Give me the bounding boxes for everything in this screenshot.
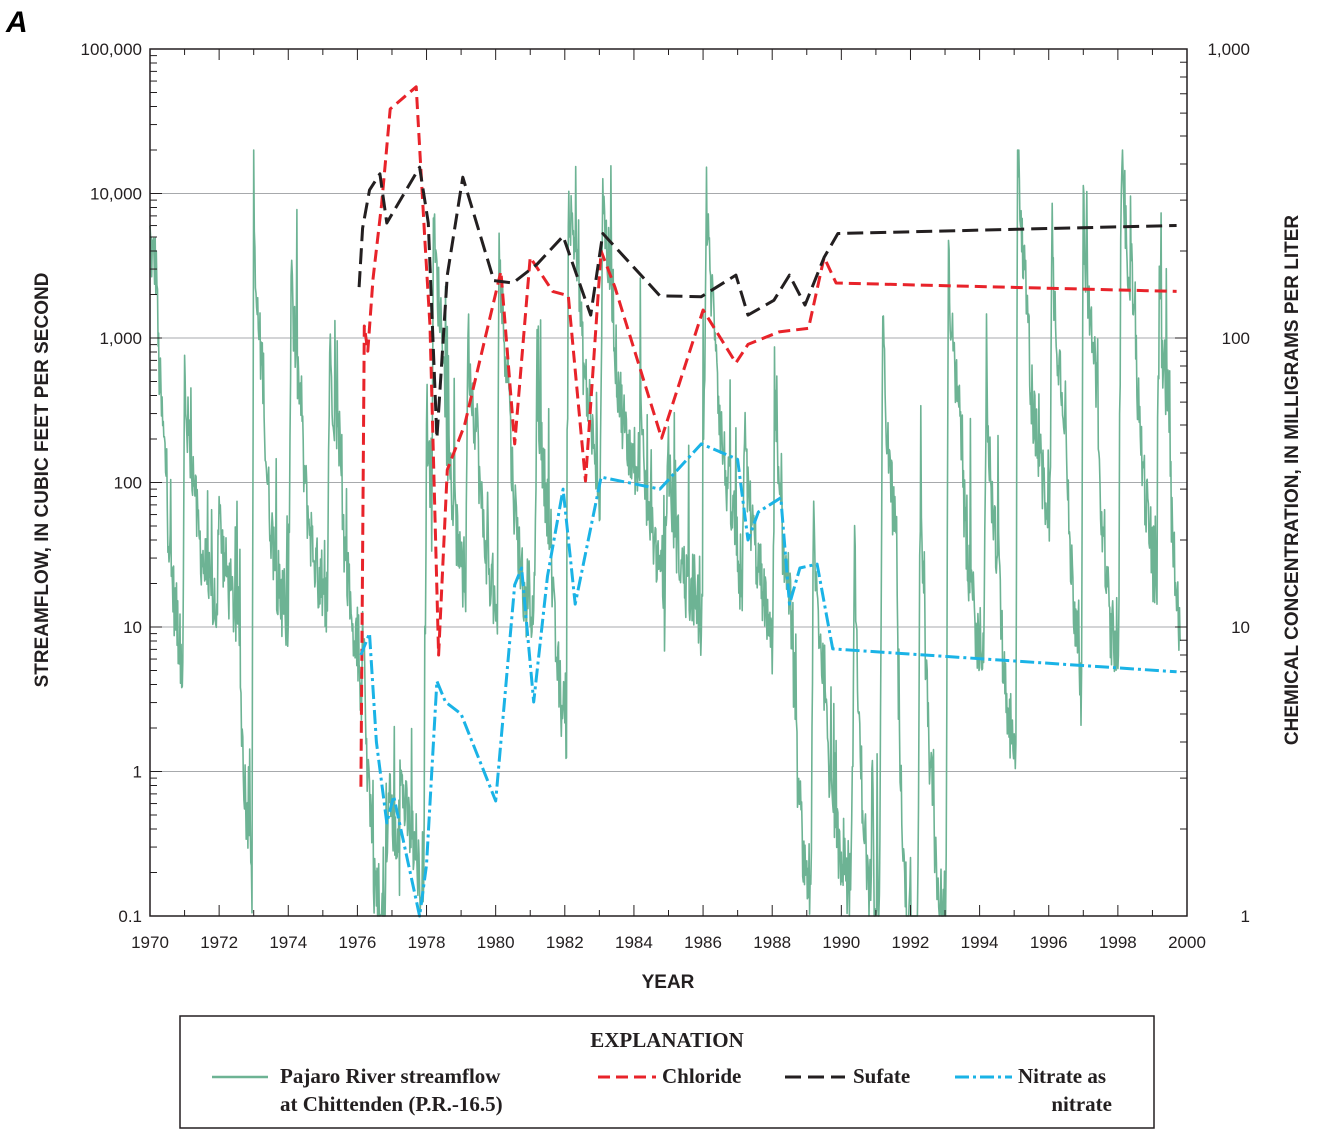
y-right-tick-label: 1 [1241,907,1250,926]
x-tick-label: 1978 [408,933,446,952]
y-left-tick-label: 1,000 [99,329,142,348]
y-left-tick-label: 100,000 [81,40,142,59]
y-left-tick-label: 10,000 [90,185,142,204]
y-left-tick-labels: 0.1 1 10 100 1,000 10,000 100,000 [81,40,142,926]
legend-label-streamflow-line1: Pajaro River streamflow [280,1064,501,1088]
x-tick-label: 1970 [131,933,169,952]
x-tick-label: 2000 [1168,933,1206,952]
axis-ticks [149,49,1188,917]
legend-box [179,1015,1155,1129]
x-tick-label: 1990 [822,933,860,952]
y-right-tick-labels: 1 10 100 1,000 [1207,40,1250,926]
chemical-series [357,85,1177,918]
x-tick-label: 1988 [753,933,791,952]
legend-label-nitrate-line2: nitrate [1051,1092,1112,1116]
x-tick-label: 1998 [1099,933,1137,952]
nitrate-line [359,442,1177,918]
sulfate-line [357,165,1177,440]
x-tick-label: 1984 [615,933,653,952]
y-right-axis-title: CHEMICAL CONCENTRATION, IN MILLIGRAMS PE… [1282,215,1303,746]
y-left-axis-title: STREAMFLOW, IN CUBIC FEET PER SECOND [32,273,53,688]
x-tick-label: 1976 [338,933,376,952]
legend-label-chloride: Chloride [662,1064,741,1088]
x-tick-label: 1982 [546,933,584,952]
y-right-tick-label: 10 [1231,618,1250,637]
legend-title: EXPLANATION [590,1028,744,1052]
streamflow-line [149,149,1181,917]
chloride-line [359,85,1177,787]
y-right-tick-label: 1,000 [1207,40,1250,59]
legend-label-streamflow-line2: at Chittenden (P.R.-16.5) [280,1092,503,1116]
x-tick-label: 1996 [1030,933,1068,952]
panel-letter: A [5,6,28,39]
x-tick-label: 1994 [961,933,999,952]
y-right-tick-label: 100 [1222,329,1250,348]
legend-label-nitrate-line1: Nitrate as [1018,1064,1106,1088]
legend: EXPLANATION Pajaro River streamflow at C… [179,1015,1155,1129]
y-left-tick-label: 100 [114,474,142,493]
x-tick-labels: 1970 1972 1974 1976 1978 1980 1982 1984 1986 1988… [131,933,1206,952]
x-tick-label: 1992 [892,933,930,952]
legend-label-sulfate: Sufate [853,1064,910,1088]
y-left-tick-label: 0.1 [118,907,142,926]
x-tick-label: 1972 [200,933,238,952]
x-tick-label: 1986 [684,933,722,952]
y-left-tick-label: 10 [123,618,142,637]
y-left-tick-label: 1 [133,763,142,782]
streamflow-series [149,149,1181,917]
x-tick-label: 1980 [477,933,515,952]
x-tick-label: 1974 [269,933,307,952]
x-axis-title: YEAR [642,972,695,993]
